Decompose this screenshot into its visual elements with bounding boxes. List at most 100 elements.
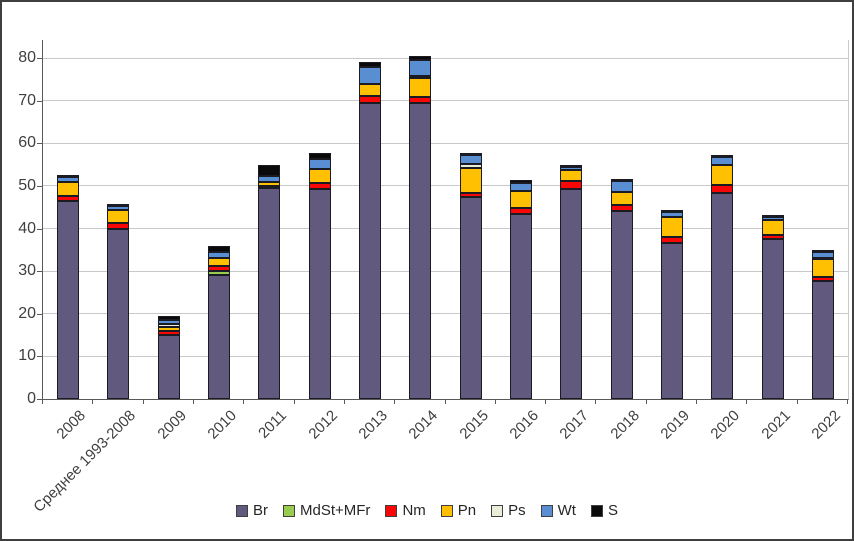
x-tick-5 — [293, 400, 295, 404]
segment-Nm-2009 — [157, 330, 180, 336]
segment-Nm-2021 — [761, 234, 784, 240]
segment-S-2010 — [208, 245, 231, 253]
y-axis-label-10: 10 — [18, 347, 36, 365]
segment-Ps-2014 — [409, 76, 432, 79]
legend-swatch-Ps — [491, 504, 504, 517]
bar-2015 — [459, 40, 482, 399]
legend-swatch-Wt — [540, 504, 553, 517]
segment-Wt-2016 — [509, 182, 532, 192]
legend-item-Pn: Pn — [440, 502, 477, 519]
x-axis-label-2019: 2019 — [657, 407, 693, 443]
segment-Pn-2019 — [660, 217, 683, 238]
legend-label-Nm: Nm — [402, 502, 426, 519]
bar-2009 — [157, 40, 180, 399]
bar-2010 — [208, 40, 231, 399]
segment-Nm-2017 — [560, 181, 583, 189]
segment-Nm-2016 — [509, 208, 532, 214]
chart-legend: Br MdSt+MFr Nm Pn Ps Wt S — [2, 502, 852, 519]
bar-Среднее 1993-2008 — [107, 40, 130, 399]
segment-Pn-2017 — [560, 169, 583, 182]
segment-Pn-2012 — [308, 169, 331, 183]
x-tick-12 — [645, 400, 647, 404]
segment-S-2012 — [308, 152, 331, 160]
gridline-y-40 — [43, 228, 848, 229]
gridline-y-80 — [43, 57, 848, 59]
gridline-y-20 — [43, 313, 848, 315]
legend-label-Pn: Pn — [457, 502, 477, 519]
segment-Nm-2013 — [359, 95, 382, 103]
segment-Wt-2011 — [258, 176, 281, 182]
x-tick-15 — [796, 400, 798, 404]
y-tick-50 — [37, 185, 42, 187]
legend-label-MdSt+MFr: MdSt+MFr — [300, 502, 371, 519]
segment-Wt-2014 — [409, 60, 432, 77]
segment-Br-2020 — [711, 193, 734, 399]
segment-Nm-2014 — [409, 96, 432, 103]
legend-item-S: S — [590, 502, 618, 519]
segment-Nm-2008 — [57, 195, 80, 201]
x-axis-label-2022: 2022 — [808, 407, 844, 443]
x-axis-label-2018: 2018 — [606, 407, 643, 443]
x-axis-label-2016: 2016 — [506, 407, 542, 443]
bar-2014 — [409, 40, 432, 399]
segment-Br-2018 — [610, 211, 633, 399]
segment-S-2020 — [711, 155, 734, 158]
y-axis-label-0: 0 — [27, 390, 36, 407]
y-tick-10 — [37, 356, 42, 358]
legend-swatch-S — [590, 504, 603, 517]
x-tick-11 — [595, 400, 597, 404]
segment-S-2017 — [560, 164, 583, 167]
segment-S-2013 — [359, 62, 382, 67]
segment-S-2016 — [509, 179, 532, 183]
x-axis-label-2011: 2011 — [255, 407, 291, 442]
segment-Wt-2012 — [308, 159, 331, 170]
x-tick-13 — [696, 400, 698, 404]
segment-Pn-2015 — [459, 167, 482, 194]
plot-area — [42, 40, 849, 400]
bar-2018 — [610, 40, 633, 399]
legend-item-MdSt+MFr: MdSt+MFr — [283, 502, 370, 519]
legend-swatch-Pn — [440, 504, 453, 517]
y-tick-30 — [37, 271, 42, 273]
segment-S-2018 — [610, 178, 633, 181]
segment-S-2021 — [761, 215, 784, 217]
segment-Nm-2018 — [610, 204, 633, 212]
gridline-y-50 — [43, 185, 848, 187]
segment-Wt-2017 — [560, 166, 583, 170]
segment-Wt-2010 — [208, 252, 231, 258]
x-axis-label-2012: 2012 — [305, 407, 341, 443]
x-axis-label-2021: 2021 — [757, 407, 794, 443]
segment-S-2008 — [57, 175, 80, 178]
legend-item-Nm: Nm — [385, 502, 426, 519]
segment-Br-2017 — [560, 188, 583, 399]
segment-Nm-2015 — [459, 193, 482, 197]
segment-S-2019 — [660, 210, 683, 213]
y-tick-40 — [37, 228, 42, 230]
segment-Pn-2008 — [57, 181, 80, 196]
segment-S-2011 — [258, 164, 281, 177]
segment-Wt-2018 — [610, 180, 633, 192]
bar-2020 — [711, 40, 734, 399]
y-tick-0 — [37, 399, 42, 400]
legend-label-Wt: Wt — [557, 502, 576, 519]
x-axis-label-2017: 2017 — [556, 407, 593, 443]
segment-Nm-2019 — [660, 237, 683, 244]
segment-MdSt+MFr-2010 — [208, 271, 231, 276]
segment-Br-2015 — [459, 196, 482, 399]
segment-Wt-2021 — [761, 217, 784, 220]
segment-Wt-2013 — [359, 66, 382, 84]
segment-Nm-2012 — [308, 182, 331, 189]
legend-label-Ps: Ps — [508, 502, 526, 519]
segment-Br-2011 — [258, 188, 281, 399]
legend-label-Br: Br — [253, 502, 268, 519]
segment-Br-2022 — [811, 280, 834, 399]
y-tick-60 — [37, 143, 42, 145]
segment-Pn-2014 — [409, 78, 432, 97]
bar-2017 — [560, 40, 583, 399]
x-axis-label-2014: 2014 — [405, 407, 442, 443]
segment-Ps-2015 — [459, 164, 482, 168]
x-axis-label-2020: 2020 — [707, 407, 744, 443]
segment-Ps-2009 — [157, 324, 180, 327]
segment-Br-2019 — [660, 243, 683, 399]
segment-Nm-2022 — [811, 276, 834, 281]
